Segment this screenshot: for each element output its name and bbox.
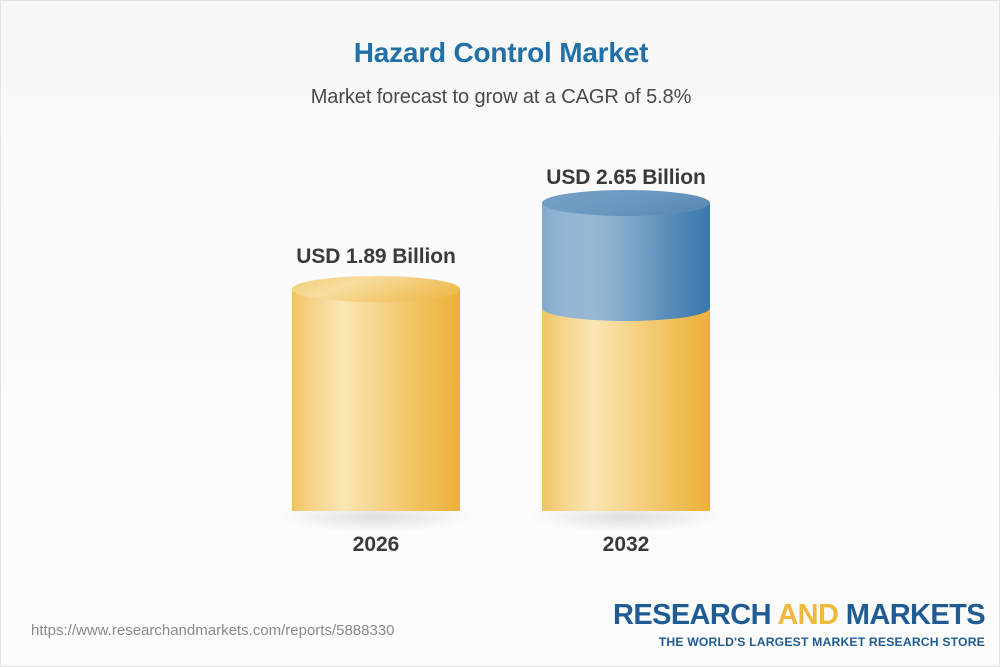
bar-2032-growth-lower-rim <box>542 301 710 321</box>
cylinder-bars-svg <box>280 190 722 532</box>
category-label-2032: 2032 <box>602 533 650 556</box>
bar-2026[interactable] <box>280 276 472 532</box>
bar-2032-growth-body <box>542 203 710 308</box>
bar-2026-top-cap <box>292 276 460 302</box>
bar-2032[interactable] <box>530 190 722 532</box>
value-label-2026: USD 1.89 Billion <box>296 245 456 268</box>
chart-subtitle: Market forecast to grow at a CAGR of 5.8… <box>310 86 692 108</box>
bar-2026-body <box>292 289 460 511</box>
brand-name-part1: RESEARCH <box>612 599 778 631</box>
source-url[interactable]: https://www.researchandmarkets.com/repor… <box>31 622 395 639</box>
brand-name-part2: MARKETS <box>838 599 986 631</box>
page-title: Hazard Control Market <box>353 37 649 68</box>
category-label-2026: 2026 <box>352 533 400 556</box>
brand-logo[interactable]: RESEARCH AND MARKETS THE WORLD'S LARGEST… <box>612 599 986 650</box>
brand-name: RESEARCH AND MARKETS <box>612 599 986 631</box>
chart-plot-area <box>1 1 999 601</box>
value-label-2032: USD 2.65 Billion <box>546 166 706 189</box>
brand-tagline: THE WORLD'S LARGEST MARKET RESEARCH STOR… <box>658 635 985 649</box>
bar-2032-base-body <box>542 308 710 511</box>
brand-name-and: AND <box>777 599 839 631</box>
chart-header: Hazard Control Market Market forecast to… <box>1 1 999 109</box>
bar-2032-top-cap <box>542 190 710 216</box>
